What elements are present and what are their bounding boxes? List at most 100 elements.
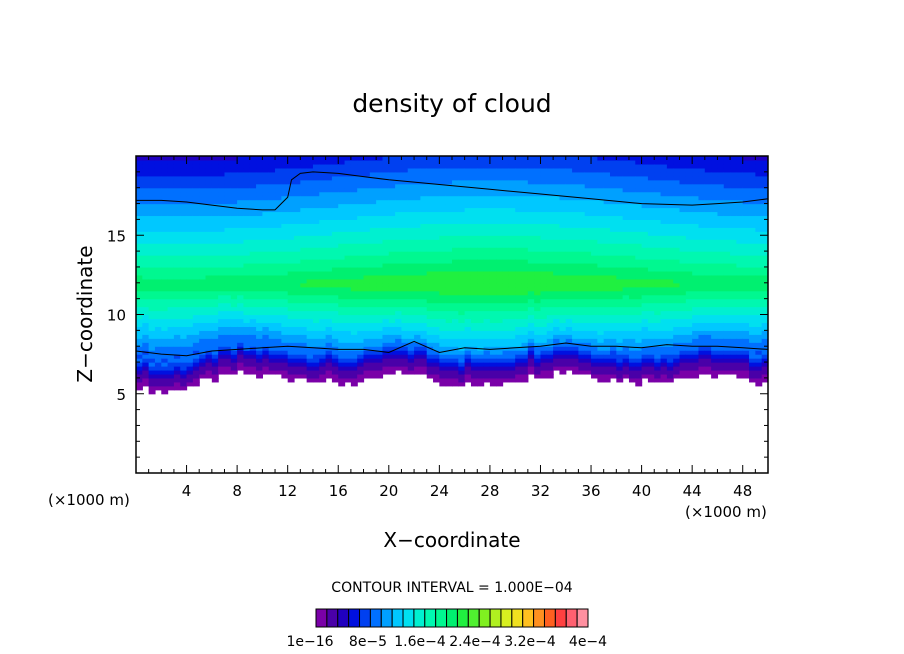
density-cell — [350, 354, 358, 359]
density-cell — [331, 243, 339, 248]
density-cell — [666, 223, 674, 228]
density-cell — [180, 330, 188, 335]
density-cell — [610, 239, 617, 244]
density-cell — [464, 187, 472, 193]
density-cell — [331, 310, 339, 316]
density-cell — [660, 274, 668, 280]
density-cell — [628, 262, 636, 268]
density-cell — [635, 199, 643, 205]
density-cell — [647, 294, 655, 300]
density-cell — [350, 310, 358, 316]
density-cell — [344, 358, 352, 363]
density-cell — [565, 156, 573, 161]
density-cell — [603, 278, 611, 284]
density-cell — [483, 199, 491, 205]
density-cell — [357, 369, 365, 375]
density-cell — [344, 334, 352, 339]
density-cell — [578, 334, 586, 339]
density-cell — [249, 183, 257, 189]
density-cell — [357, 171, 365, 177]
density-cell — [553, 187, 561, 193]
density-cell — [186, 306, 194, 312]
density-cell — [433, 373, 440, 379]
density-cell — [534, 282, 542, 288]
density-cell — [414, 239, 421, 244]
density-cell — [382, 326, 390, 331]
density-cell — [616, 338, 624, 343]
density-cell — [464, 342, 472, 347]
density-cell — [262, 215, 270, 220]
density-cell — [154, 381, 162, 387]
density-cell — [161, 274, 169, 280]
density-cell — [483, 156, 491, 161]
density-cell — [470, 203, 478, 209]
density-cell — [433, 310, 440, 316]
density-cell — [483, 302, 491, 308]
density-cell — [275, 247, 282, 252]
density-cell — [161, 294, 169, 300]
density-cell — [622, 362, 630, 367]
density-cell — [382, 207, 390, 213]
density-cell — [344, 298, 352, 304]
density-cell — [224, 247, 232, 252]
density-cell — [666, 163, 674, 169]
density-cell — [256, 314, 263, 320]
density-cell — [243, 274, 251, 280]
density-cell — [192, 274, 200, 280]
density-cell — [344, 350, 352, 355]
density-cell — [420, 262, 428, 268]
density-cell — [603, 262, 611, 268]
density-cell — [407, 354, 415, 359]
density-cell — [357, 191, 365, 197]
density-cell — [142, 373, 150, 379]
density-cell — [186, 314, 194, 320]
density-cell — [610, 314, 617, 320]
density-cell — [161, 179, 169, 185]
density-cell — [654, 282, 662, 288]
density-cell — [192, 167, 200, 173]
density-cell — [230, 262, 238, 268]
density-cell — [666, 195, 674, 201]
density-cell — [148, 171, 156, 177]
density-cell — [224, 274, 232, 280]
density-cell — [401, 175, 409, 181]
density-cell — [439, 227, 447, 232]
density-cell — [673, 156, 681, 161]
density-cell — [173, 207, 181, 213]
density-cell — [603, 369, 611, 375]
density-cell — [211, 183, 219, 189]
density-cell — [136, 302, 143, 308]
density-cell — [268, 310, 276, 316]
density-cell — [622, 159, 630, 165]
density-cell — [388, 318, 396, 324]
density-cell — [192, 191, 200, 197]
density-cell — [610, 270, 617, 276]
density-cell — [433, 183, 440, 189]
density-cell — [256, 175, 263, 181]
density-cell — [489, 247, 497, 252]
density-cell — [173, 346, 181, 351]
density-cell — [281, 350, 289, 355]
density-cell — [148, 215, 156, 220]
density-cell — [540, 223, 548, 228]
density-cell — [553, 227, 561, 232]
density-cell — [395, 318, 403, 324]
density-cell — [470, 322, 478, 327]
density-cell — [527, 310, 535, 316]
density-cell — [597, 207, 605, 213]
density-cell — [167, 159, 175, 165]
density-cell — [148, 302, 156, 308]
density-cell — [338, 235, 346, 240]
density-cell — [616, 167, 624, 173]
density-cell — [445, 274, 453, 280]
density-cell — [426, 270, 434, 276]
density-cell — [489, 203, 497, 209]
density-cell — [622, 235, 630, 240]
density-cell — [641, 354, 649, 359]
density-cell — [249, 290, 257, 296]
density-cell — [515, 163, 523, 169]
density-cell — [325, 282, 333, 288]
density-cell — [395, 211, 403, 217]
density-cell — [628, 354, 636, 359]
density-cell — [154, 159, 162, 165]
